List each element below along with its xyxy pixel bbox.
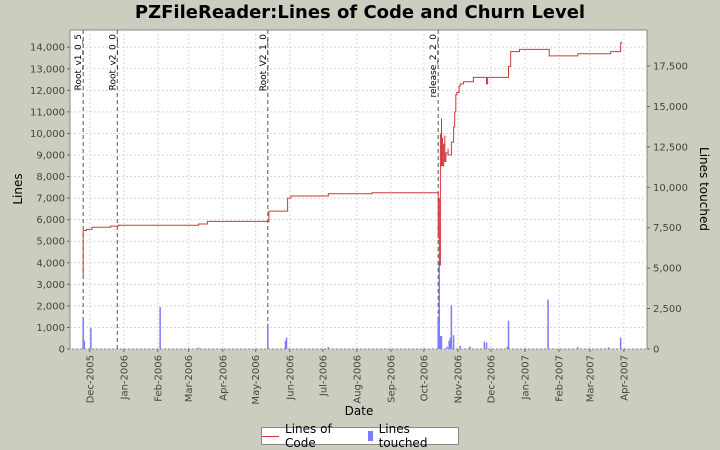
churn-bar bbox=[507, 320, 510, 349]
y-tick-label-left: 7,000 bbox=[36, 194, 65, 205]
x-tick-label: May-2006 bbox=[251, 355, 262, 405]
y-axis-label-left: Lines bbox=[11, 173, 25, 204]
x-tick-label: Apr-2007 bbox=[619, 355, 630, 401]
legend-swatch-loc bbox=[262, 435, 280, 437]
y-tick-label-right: 15,000 bbox=[653, 102, 688, 113]
churn-bar bbox=[469, 346, 471, 349]
y-tick-label-right: 0 bbox=[653, 345, 659, 356]
churn-bar bbox=[547, 299, 549, 349]
churn-bar bbox=[439, 336, 442, 349]
y-tick-label-right: 17,500 bbox=[653, 62, 688, 73]
y-tick-label-left: 1,000 bbox=[36, 323, 65, 334]
chart-title: PZFileReader:Lines of Code and Churn Lev… bbox=[134, 2, 586, 23]
churn-bar bbox=[483, 341, 486, 349]
legend-label-churn: Lines touched bbox=[378, 422, 428, 450]
churn-bar bbox=[285, 337, 288, 349]
loc-line bbox=[82, 41, 623, 277]
churn-bar bbox=[450, 305, 453, 349]
x-tick-label: Mar-2006 bbox=[184, 355, 195, 402]
y-tick-label-left: 3,000 bbox=[36, 280, 65, 291]
x-tick-label: Oct-2006 bbox=[419, 355, 430, 401]
y-tick-label-left: 6,000 bbox=[36, 215, 65, 226]
right-axis-ticks: 0 2,500 5,000 7,500 10,000 12,500 15,000 17,500 bbox=[647, 62, 688, 356]
churn-bar bbox=[619, 337, 622, 349]
y-tick-label-left: 5,000 bbox=[36, 237, 65, 248]
churn-bar bbox=[437, 316, 439, 349]
y-tick-label-left: 13,000 bbox=[30, 64, 65, 75]
x-tick-label: Jun-2006 bbox=[285, 355, 296, 401]
y-tick-label-left: 9,000 bbox=[36, 151, 65, 162]
left-axis-ticks: 0 1,000 2,000 3,000 4,000 5,000 6,000 7,000 8,00… bbox=[30, 43, 70, 356]
x-tick-label: Mar-2007 bbox=[585, 355, 596, 402]
legend: Lines of Code Lines touched bbox=[261, 422, 459, 450]
release-marker-label: Root_v1_0_5 bbox=[74, 34, 84, 90]
churn-bar bbox=[449, 337, 452, 349]
y-tick-label-right: 5,000 bbox=[653, 264, 682, 275]
release-marker-label: release_2_2_0 bbox=[429, 34, 439, 98]
legend-swatch-churn bbox=[367, 431, 373, 441]
churn-bar bbox=[506, 346, 509, 349]
churn-bar bbox=[327, 347, 330, 349]
churn-bar bbox=[440, 336, 443, 349]
release-markers: Root_v1_0_5 Root_v2_0_0 Root_V2_1_0 release… bbox=[74, 30, 439, 349]
churn-bar bbox=[459, 345, 461, 349]
x-tick-label: Feb-2007 bbox=[555, 355, 566, 402]
x-axis-ticks: Dec-2005 Jan-2006 Feb-2006 Mar-2006 Apr-2006… bbox=[85, 349, 630, 405]
x-tick-label: Jan-2006 bbox=[119, 355, 130, 400]
x-tick-label: Nov-2006 bbox=[453, 355, 464, 403]
churn-bar bbox=[267, 323, 269, 349]
y-tick-label-left: 11,000 bbox=[30, 107, 65, 118]
churn-bar bbox=[90, 327, 92, 349]
loc-series-line bbox=[82, 41, 623, 277]
churn-bar bbox=[446, 346, 448, 349]
x-tick-label: Sep-2006 bbox=[386, 355, 397, 403]
churn-bar bbox=[577, 347, 579, 349]
y-tick-label-right: 2,500 bbox=[653, 304, 682, 315]
y-axis-label-right: Lines touched bbox=[697, 147, 711, 231]
churn-bar bbox=[448, 340, 450, 349]
churn-bar bbox=[159, 306, 161, 349]
churn-bar bbox=[197, 347, 200, 349]
plot-background bbox=[69, 29, 648, 350]
y-tick-label-left: 14,000 bbox=[30, 43, 65, 54]
x-axis-label: Date bbox=[345, 404, 374, 418]
churn-bars bbox=[82, 261, 622, 349]
y-tick-label-left: 0 bbox=[59, 345, 65, 356]
churn-bar bbox=[485, 342, 488, 349]
legend-label-loc: Lines of Code bbox=[285, 422, 332, 450]
x-tick-label: Dec-2006 bbox=[486, 355, 497, 403]
churn-bar bbox=[83, 340, 86, 349]
x-tick-label: Jan-2007 bbox=[521, 355, 532, 400]
y-tick-label-right: 12,500 bbox=[653, 142, 688, 153]
churn-bar bbox=[438, 261, 441, 349]
x-tick-label: Feb-2006 bbox=[153, 355, 164, 402]
x-tick-label: Dec-2005 bbox=[85, 355, 96, 403]
churn-bar bbox=[452, 335, 455, 349]
y-tick-label-left: 10,000 bbox=[30, 129, 65, 140]
x-tick-label: Jul-2006 bbox=[318, 355, 329, 397]
y-tick-label-left: 2,000 bbox=[36, 301, 65, 312]
grid bbox=[70, 30, 647, 350]
churn-bar bbox=[284, 340, 287, 349]
churn-bar bbox=[607, 347, 610, 349]
y-tick-label-right: 10,000 bbox=[653, 183, 688, 194]
release-marker-label: Root_v2_0_0 bbox=[108, 34, 118, 91]
release-marker-label: Root_V2_1_0 bbox=[259, 34, 269, 91]
y-tick-label-left: 12,000 bbox=[30, 86, 65, 97]
y-tick-label-left: 8,000 bbox=[36, 172, 65, 183]
churn-bar bbox=[82, 318, 84, 349]
y-tick-label-left: 4,000 bbox=[36, 258, 65, 269]
x-tick-label: Aug-2006 bbox=[352, 355, 363, 404]
y-tick-label-right: 7,500 bbox=[653, 223, 682, 234]
x-tick-label: Apr-2006 bbox=[218, 355, 229, 401]
